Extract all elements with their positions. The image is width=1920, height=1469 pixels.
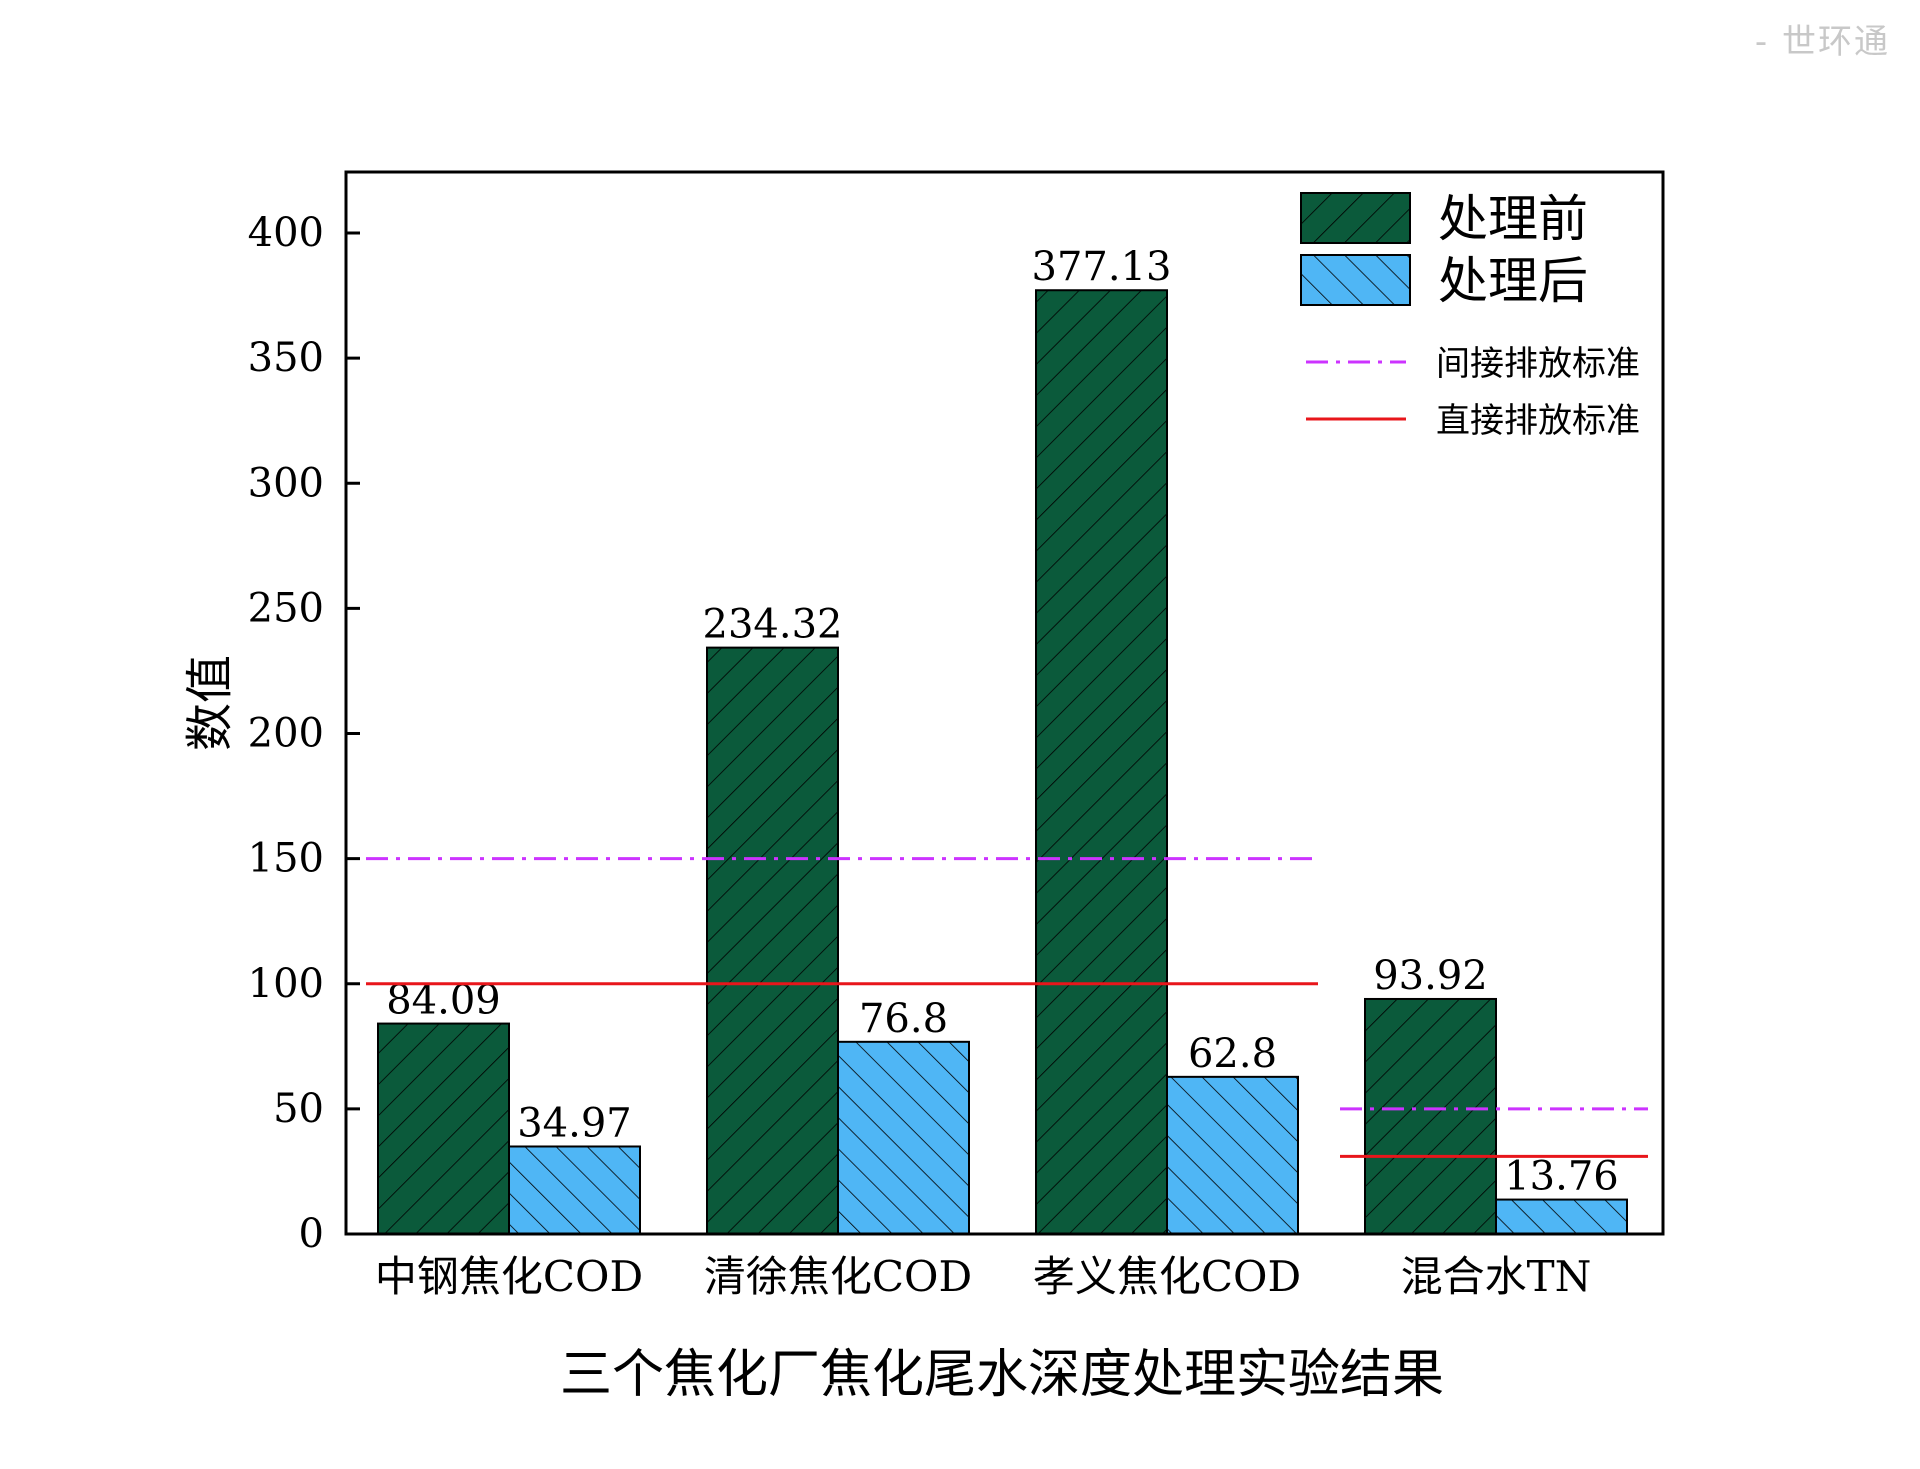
watermark: - 世环通 — [1754, 22, 1890, 62]
bar — [508, 1145, 641, 1235]
bar-value-label: 234.32 — [703, 602, 843, 648]
bar — [1364, 997, 1497, 1236]
legend-label: 直接排放标准 — [1436, 401, 1640, 441]
bar-value-label: 62.8 — [1188, 1031, 1277, 1077]
legend-label: 处理后 — [1438, 252, 1588, 310]
bar — [1035, 289, 1168, 1235]
x-tick-label: 孝义焦化COD — [1033, 1252, 1301, 1301]
bar-value-label: 377.13 — [1032, 244, 1172, 290]
legend-swatch — [1300, 192, 1411, 244]
bar-value-label: 76.8 — [859, 996, 948, 1042]
y-tick-label: 400 — [248, 210, 324, 256]
y-tick-label: 100 — [248, 961, 324, 1007]
x-tick-label: 中钢焦化COD — [375, 1252, 643, 1301]
y-tick-label: 300 — [248, 460, 324, 506]
y-tick-label: 0 — [299, 1211, 324, 1257]
plot-frame — [344, 170, 1665, 1236]
legend-label: 间接排放标准 — [1436, 344, 1640, 384]
x-tick-label: 清徐焦化COD — [704, 1252, 972, 1301]
y-tick-label: 200 — [248, 711, 324, 757]
chart-title: 三个焦化厂焦化尾水深度处理实验结果 — [560, 1345, 1444, 1405]
legend-label: 处理前 — [1438, 190, 1588, 248]
y-axis-label: 数值 — [182, 655, 238, 751]
y-tick-label: 150 — [248, 836, 324, 882]
y-tick-label: 250 — [248, 585, 324, 631]
bar-value-label: 34.97 — [517, 1100, 632, 1146]
bar — [1495, 1198, 1628, 1235]
bar — [1166, 1075, 1299, 1236]
y-tick-label: 50 — [273, 1086, 324, 1132]
bar — [706, 646, 839, 1235]
x-tick-label: 混合水TN — [1401, 1252, 1592, 1301]
bar-value-label: 93.92 — [1373, 953, 1488, 999]
y-tick-label: 350 — [248, 335, 324, 381]
bar-value-label: 13.76 — [1504, 1154, 1619, 1200]
legend-swatch — [1300, 254, 1411, 306]
bar — [837, 1040, 970, 1235]
bar — [377, 1022, 510, 1235]
